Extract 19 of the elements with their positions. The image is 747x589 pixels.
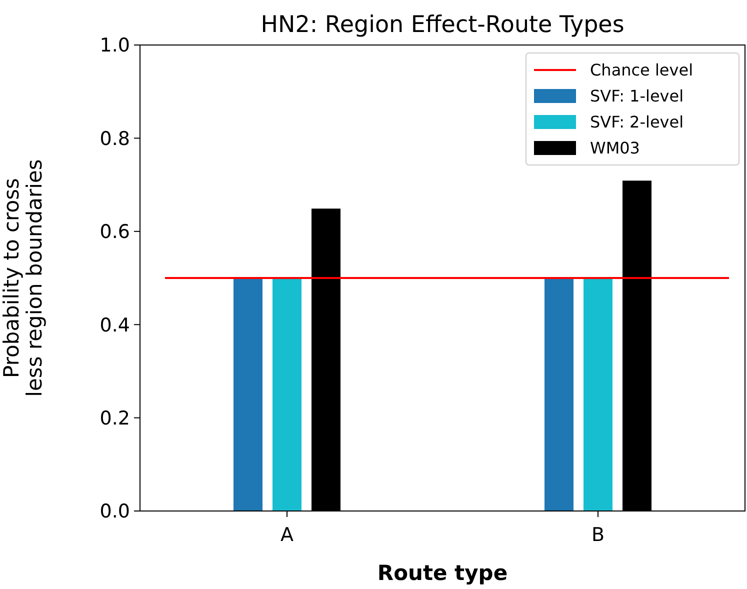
x-tick-label: B	[591, 524, 605, 546]
chart-title: HN2: Region Effect-Route Types	[260, 12, 624, 38]
bar	[582, 278, 614, 512]
x-tick-label: A	[280, 524, 294, 546]
y-tick-label: 1.0	[100, 34, 130, 57]
bar	[272, 278, 302, 512]
x-axis-title: Route type	[377, 561, 508, 585]
y-tick-label: 0.6	[100, 221, 130, 244]
legend-label: Chance level	[590, 60, 694, 80]
y-tick-label: 0.2	[100, 407, 130, 430]
y-tick-label: 0.4	[100, 314, 130, 336]
bar	[544, 278, 574, 512]
bar	[232, 278, 264, 512]
y-tick-label: 0.0	[100, 500, 130, 523]
legend-label: WM03	[590, 138, 640, 158]
y-axis-title: Probability to cross less region boundaries	[0, 159, 47, 397]
legend-label: SVF: 2-level	[590, 112, 684, 132]
legend-label: SVF: 1-level	[590, 86, 684, 106]
y-tick-label: 0.8	[100, 128, 130, 150]
